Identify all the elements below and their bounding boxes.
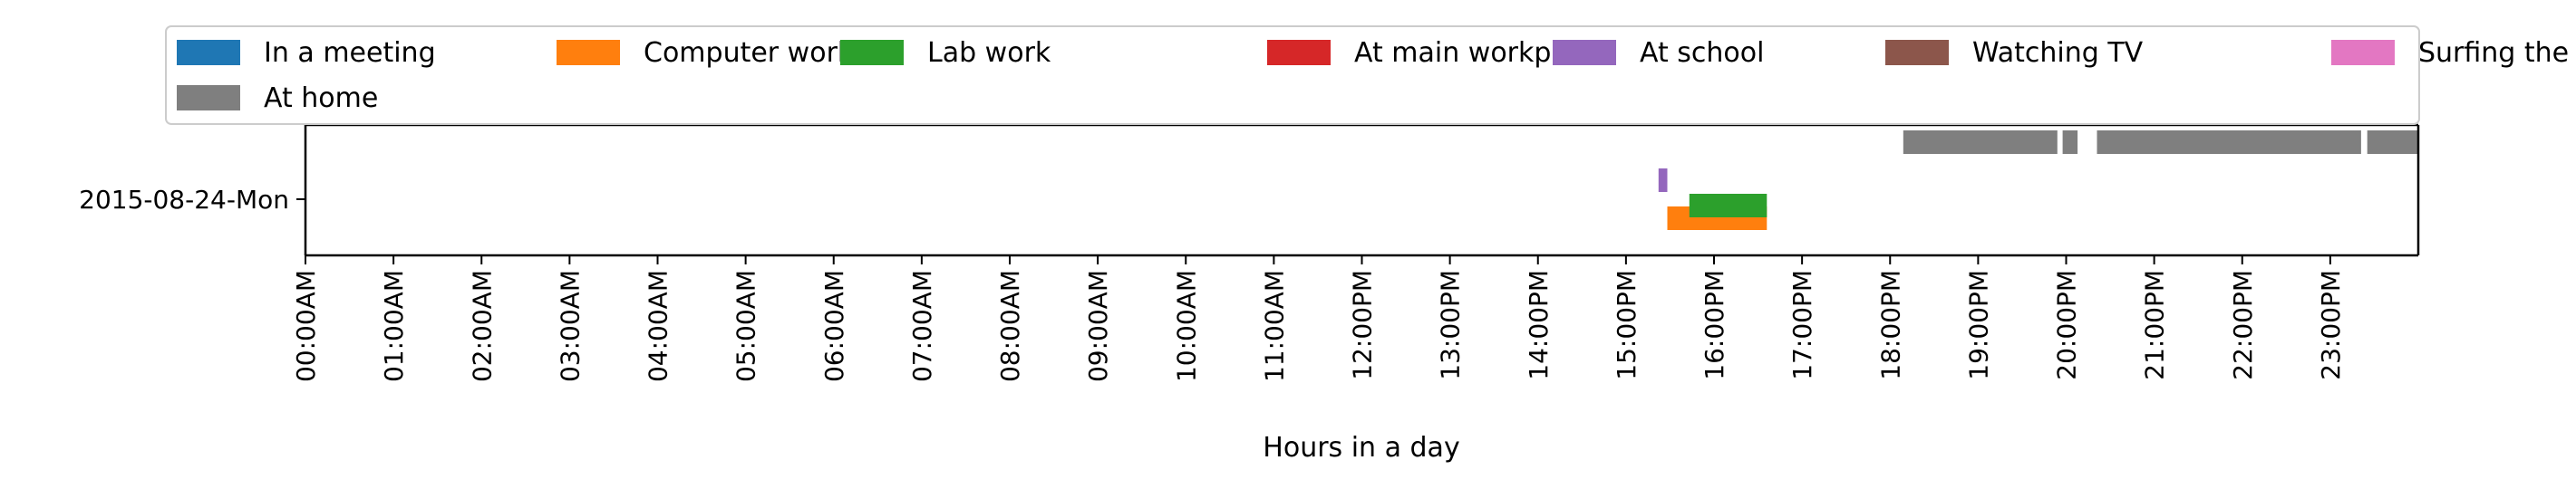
legend-swatch-at-main-workplace — [1267, 40, 1331, 65]
bar-at-home-0 — [1903, 130, 2058, 154]
x-tick-label: 05:00AM — [731, 270, 761, 382]
axes-layer: 00:00AM 01:00AM 02:00AM 03:00AM 04:00AM 05:00… — [79, 123, 2420, 382]
x-tick-label: 18:00PM — [1875, 270, 1905, 380]
legend-label-at-home: At home — [264, 82, 378, 114]
legend-swatch-at-home — [177, 85, 240, 110]
x-tick-label: 22:00PM — [2228, 270, 2258, 380]
x-tick-label: 09:00AM — [1083, 270, 1113, 382]
x-tick-label: 21:00PM — [2140, 270, 2170, 380]
legend-swatch-watching-tv — [1885, 40, 1949, 65]
x-tick-label: 07:00AM — [907, 270, 937, 382]
legend-label-at-school: At school — [1640, 37, 1764, 69]
bar-at-home-3 — [2367, 130, 2418, 154]
x-tick-label: 13:00PM — [1436, 270, 1466, 380]
x-tick-label: 06:00AM — [819, 270, 849, 382]
legend-label-watching-tv: Watching TV — [1972, 37, 2144, 69]
x-tick-label: 08:00AM — [995, 270, 1025, 382]
legend-box — [165, 25, 2420, 125]
x-tick-label: 02:00AM — [467, 270, 497, 382]
x-tick-label: 10:00AM — [1171, 270, 1201, 382]
x-tick-label: 01:00AM — [379, 270, 409, 382]
x-tick-label: 23:00PM — [2316, 270, 2346, 380]
legend-label-surfing-the-internet: Surfing the internet — [2418, 37, 2576, 69]
x-tick-label: 17:00PM — [1787, 270, 1817, 380]
legend-swatch-in-a-meeting — [177, 40, 240, 65]
legend-swatch-lab-work — [840, 40, 904, 65]
bar-at-home-2 — [2097, 130, 2361, 154]
legend-swatch-surfing-the-internet — [2331, 40, 2395, 65]
x-tick-label: 16:00PM — [1700, 270, 1729, 380]
legend: In a meeting Computer work Lab work At main… — [165, 25, 2576, 125]
x-tick-label: 19:00PM — [1963, 270, 1993, 380]
x-tick-label: 15:00PM — [1612, 270, 1641, 380]
x-tick-label: 04:00AM — [644, 270, 673, 382]
x-tick-label: 14:00PM — [1524, 270, 1554, 380]
legend-label-in-a-meeting: In a meeting — [264, 37, 436, 69]
x-tick-label: 00:00AM — [291, 270, 321, 382]
legend-swatch-at-school — [1553, 40, 1616, 65]
bar-lab-work-0 — [1689, 194, 1767, 217]
x-axis-label: Hours in a day — [1263, 432, 1459, 464]
bar-at-school-0 — [1658, 168, 1668, 192]
legend-label-computer-work: Computer work — [644, 37, 854, 69]
bar-at-home-1 — [2062, 130, 2078, 154]
y-category-label: 2015-08-24-Mon — [79, 185, 289, 215]
x-tick-label: 20:00PM — [2052, 270, 2082, 380]
legend-label-lab-work: Lab work — [927, 37, 1051, 69]
x-tick-label: 03:00AM — [555, 270, 585, 382]
bars-layer — [1658, 130, 2418, 230]
x-tick-label: 12:00PM — [1348, 270, 1378, 380]
x-tick-label: 11:00AM — [1259, 270, 1289, 382]
legend-swatch-computer-work — [557, 40, 620, 65]
